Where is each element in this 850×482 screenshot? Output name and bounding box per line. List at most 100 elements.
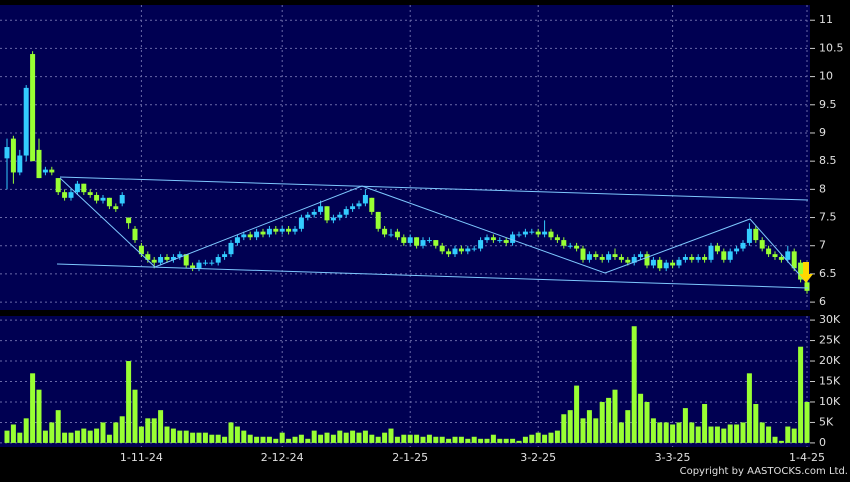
volume-bar [356,432,362,443]
volume-bar [68,432,74,443]
volume-bar [382,432,388,443]
candle-body [254,231,260,238]
price-panel [0,5,810,310]
volume-bar [599,401,605,443]
volume-bar [324,432,330,443]
volume-bar [106,434,112,443]
candle-body [273,228,279,232]
candle-body [298,217,304,229]
volume-bar [375,436,381,443]
candle-body [190,265,196,269]
candle-body [87,192,93,195]
candle-body [785,251,791,260]
candle-body [663,262,669,269]
volume-bar [190,432,196,443]
copyright: Copyright by AASTOCKS.com Ltd. [680,466,848,477]
candle-body [177,254,183,258]
volume-bar [446,438,452,443]
volume-bar [330,434,336,443]
y-tick-label: 7.5 [819,211,837,224]
volume-bar [618,422,624,443]
candle-body [234,237,240,243]
y-tick-label: 8.5 [819,154,837,167]
volume-bar [183,430,189,443]
volume-bar [311,430,317,443]
candle-body [42,169,48,173]
volume-bar [177,430,183,443]
candle-body [618,257,624,260]
volume-bar [670,424,676,443]
candle-body [599,257,605,260]
candle-body [433,240,439,246]
volume-bar [23,418,29,443]
candle-body [158,257,164,263]
candle-body [478,240,484,249]
candle-body [689,257,695,260]
volume-bar [100,422,106,443]
volume-bar [638,393,644,443]
volume-bar [695,426,701,443]
candle-body [318,206,324,212]
volume-bar [362,430,368,443]
volume-bar [580,418,586,443]
zigzag [59,177,807,283]
volume-bar [465,438,471,443]
candle-body [458,248,464,252]
candle-body [311,211,317,215]
candle-body [484,237,490,241]
candle-body [279,228,285,232]
candle-body [407,237,413,243]
candle-body [337,214,343,218]
x-tick-label: 2-12-24 [261,451,304,464]
candle-body [759,240,765,249]
volume-bar [337,430,343,443]
candle-body [305,214,311,218]
volume-bar [522,436,528,443]
candle-body [4,147,10,159]
y-tick-label: 10K [819,395,841,408]
y-tick-label: 20K [819,354,841,367]
x-tick-label: 1-4-25 [789,451,825,464]
candle-body [734,248,740,252]
candle-body [554,237,560,241]
candle-body [638,254,644,258]
candle-body [356,203,362,207]
candle-body [196,262,202,269]
candle-body [522,231,528,235]
volume-bar [714,426,720,443]
candle-body [446,251,452,255]
y-tick-label: 6.5 [819,267,837,280]
volume-bar [42,430,48,443]
candle-body [586,254,592,260]
candle-body [593,254,599,258]
candle-body [350,206,356,210]
candle-body [695,257,701,260]
volume-bar [286,438,292,443]
marks [4,51,810,443]
volume-bar [542,434,548,443]
candle-body [650,259,656,266]
candle-body [292,228,298,232]
volume-bar [247,434,253,443]
volume-bar [145,418,151,443]
candle-body [55,178,61,193]
volume-bar [708,426,714,443]
volume-bar [298,434,304,443]
candle-body [132,228,138,241]
volume-bar [318,434,324,443]
y-tick-label: 25K [819,334,841,347]
candle-body [74,183,80,193]
volume-bar [234,426,240,443]
candle-body [676,259,682,266]
candle-body [606,254,612,260]
candle-body [644,254,650,266]
candle-body [241,234,247,238]
volume-bar [215,434,221,443]
candle-body [324,206,330,221]
volume-bar [138,426,144,443]
candle-body [490,237,496,241]
candle-body [631,257,637,263]
volume-bar [279,432,285,443]
x-tick-label: 3-3-25 [655,451,691,464]
